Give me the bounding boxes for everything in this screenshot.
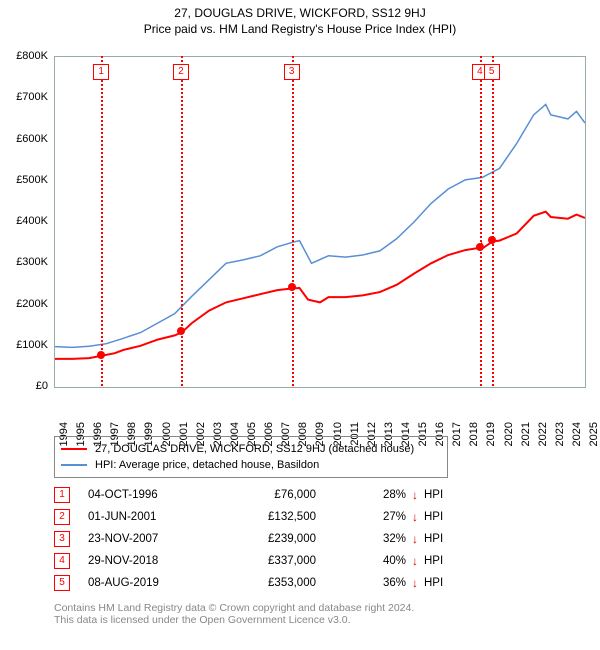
row-price: £353,000 <box>216 577 356 589</box>
chart-legend: 27, DOUGLAS DRIVE, WICKFORD, SS12 9HJ (d… <box>54 436 448 478</box>
x-tick-label: 2023 <box>554 422 566 446</box>
legend-row: 27, DOUGLAS DRIVE, WICKFORD, SS12 9HJ (d… <box>61 441 441 457</box>
legend-label: 27, DOUGLAS DRIVE, WICKFORD, SS12 9HJ (d… <box>95 443 414 455</box>
row-price: £76,000 <box>216 489 356 501</box>
marker-dot <box>488 236 496 244</box>
page-title: 27, DOUGLAS DRIVE, WICKFORD, SS12 9HJ <box>0 6 600 20</box>
row-hpi-label: HPI <box>424 533 443 545</box>
row-hpi-label: HPI <box>424 555 443 567</box>
marker-vline <box>181 56 183 386</box>
row-date: 01-JUN-2001 <box>88 511 216 523</box>
y-tick-label: £600K <box>6 133 48 145</box>
table-row: 2 01-JUN-2001£132,50027%↓HPI <box>54 506 443 528</box>
marker-dot <box>97 351 105 359</box>
row-hpi-label: HPI <box>424 577 443 589</box>
x-tick-label: 2018 <box>468 422 480 446</box>
footer-line: This data is licensed under the Open Gov… <box>54 614 584 626</box>
y-tick-label: £800K <box>6 50 48 62</box>
row-pct: 27% <box>356 511 406 523</box>
table-row: 1 04-OCT-1996£76,00028%↓HPI <box>54 484 443 506</box>
row-pct: 28% <box>356 489 406 501</box>
marker-number-box: 3 <box>284 64 300 80</box>
row-pct: 36% <box>356 577 406 589</box>
y-tick-label: £0 <box>6 380 48 392</box>
down-arrow-icon: ↓ <box>406 576 424 590</box>
marker-vline <box>101 56 103 386</box>
footer-attribution: Contains HM Land Registry data © Crown c… <box>54 602 584 626</box>
x-tick-label: 2017 <box>451 422 463 446</box>
x-tick-label: 2025 <box>588 422 600 446</box>
row-date: 08-AUG-2019 <box>88 577 216 589</box>
x-tick-label: 2022 <box>537 422 549 446</box>
row-number-box: 3 <box>54 531 70 547</box>
row-price: £132,500 <box>216 511 356 523</box>
row-pct: 32% <box>356 533 406 545</box>
series-subject <box>55 212 585 359</box>
page-subtitle: Price paid vs. HM Land Registry's House … <box>0 22 600 36</box>
down-arrow-icon: ↓ <box>406 532 424 546</box>
y-tick-label: £500K <box>6 174 48 186</box>
marker-vline <box>292 56 294 386</box>
down-arrow-icon: ↓ <box>406 554 424 568</box>
series-hpi <box>55 104 585 347</box>
row-date: 29-NOV-2018 <box>88 555 216 567</box>
y-tick-label: £300K <box>6 256 48 268</box>
y-tick-label: £700K <box>6 91 48 103</box>
marker-vline <box>480 56 482 386</box>
row-hpi-label: HPI <box>424 489 443 501</box>
x-tick-label: 2024 <box>571 422 583 446</box>
row-number-box: 2 <box>54 509 70 525</box>
row-hpi-label: HPI <box>424 511 443 523</box>
chart-plot-area <box>54 56 586 388</box>
marker-dot <box>177 327 185 335</box>
marker-dot <box>476 243 484 251</box>
marker-number-box: 5 <box>484 64 500 80</box>
y-tick-label: £100K <box>6 339 48 351</box>
row-price: £337,000 <box>216 555 356 567</box>
marker-dot <box>288 283 296 291</box>
y-tick-label: £200K <box>6 298 48 310</box>
footer-line: Contains HM Land Registry data © Crown c… <box>54 602 584 614</box>
table-row: 3 23-NOV-2007£239,00032%↓HPI <box>54 528 443 550</box>
y-tick-label: £400K <box>6 215 48 227</box>
x-tick-label: 2020 <box>503 422 515 446</box>
x-tick-label: 2021 <box>520 422 532 446</box>
row-price: £239,000 <box>216 533 356 545</box>
table-row: 5 08-AUG-2019£353,00036%↓HPI <box>54 572 443 594</box>
legend-swatch <box>61 464 87 466</box>
down-arrow-icon: ↓ <box>406 510 424 524</box>
row-date: 04-OCT-1996 <box>88 489 216 501</box>
down-arrow-icon: ↓ <box>406 488 424 502</box>
row-date: 23-NOV-2007 <box>88 533 216 545</box>
row-pct: 40% <box>356 555 406 567</box>
table-row: 4 29-NOV-2018£337,00040%↓HPI <box>54 550 443 572</box>
legend-label: HPI: Average price, detached house, Basi… <box>95 459 319 471</box>
page: { "title": "27, DOUGLAS DRIVE, WICKFORD,… <box>0 6 600 650</box>
marker-number-box: 1 <box>93 64 109 80</box>
row-number-box: 4 <box>54 553 70 569</box>
marker-number-box: 2 <box>173 64 189 80</box>
x-tick-label: 2019 <box>485 422 497 446</box>
legend-row: HPI: Average price, detached house, Basi… <box>61 457 441 473</box>
legend-swatch <box>61 448 87 450</box>
sales-table: 104-OCT-1996£76,00028%↓HPI201-JUN-2001£1… <box>54 484 443 594</box>
row-number-box: 5 <box>54 575 70 591</box>
row-number-box: 1 <box>54 487 70 503</box>
marker-vline <box>492 56 494 386</box>
